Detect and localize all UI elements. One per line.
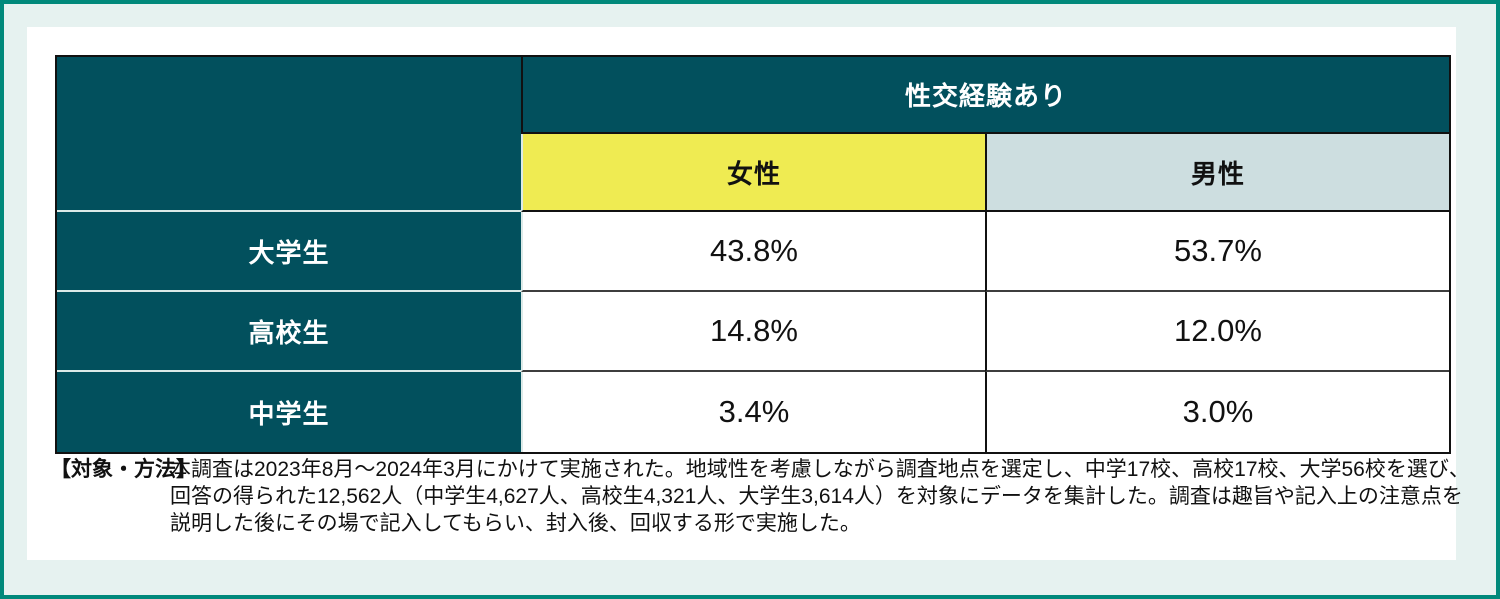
cell-highschool-female: 14.8%: [521, 292, 985, 372]
content-card: 性交経験あり 女性 男性 大学生 43.8% 53.7% 高校生: [27, 27, 1470, 560]
cell-highschool-male: 12.0%: [985, 292, 1449, 372]
method-note-body: 本調査は2023年8月～2024年3月にかけて実施された。地域性を考慮しながら調…: [170, 456, 1470, 537]
method-note-line: 本調査は2023年8月～2024年3月にかけて実施された。地域性を考慮しながら調…: [170, 458, 1470, 481]
table-header-experience: 性交経験あり: [521, 57, 1449, 134]
method-note: 【対象・方法】 本調査は2023年8月～2024年3月にかけて実施された。地域性…: [50, 456, 1470, 537]
cell-university-female: 43.8%: [521, 212, 985, 292]
method-note-label: 【対象・方法】: [50, 458, 197, 481]
row-label-university: 大学生: [57, 212, 521, 292]
column-header-male-label: 男性: [1190, 158, 1245, 189]
table-corner-cell: [57, 57, 521, 212]
column-header-female: 女性: [521, 134, 985, 212]
row-label-middleschool: 中学生: [57, 372, 521, 452]
cell-middleschool-female: 3.4%: [521, 372, 985, 452]
column-header-male: 男性: [985, 134, 1449, 212]
cell-university-male: 53.7%: [985, 212, 1449, 292]
method-note-line: 説明した後にその場で記入してもらい、封入後、回収する形で実施した。: [170, 512, 861, 535]
survey-table: 性交経験あり 女性 男性 大学生 43.8% 53.7% 高校生: [55, 55, 1451, 454]
row-label-highschool: 高校生: [57, 292, 521, 372]
method-note-line: 回答の得られた12,562人（中学生4,627人、高校生4,321人、大学生3,…: [170, 485, 1463, 508]
cell-middleschool-male: 3.0%: [985, 372, 1449, 452]
table-header-experience-label: 性交経験あり: [904, 81, 1067, 111]
column-header-female-label: 女性: [726, 158, 781, 189]
